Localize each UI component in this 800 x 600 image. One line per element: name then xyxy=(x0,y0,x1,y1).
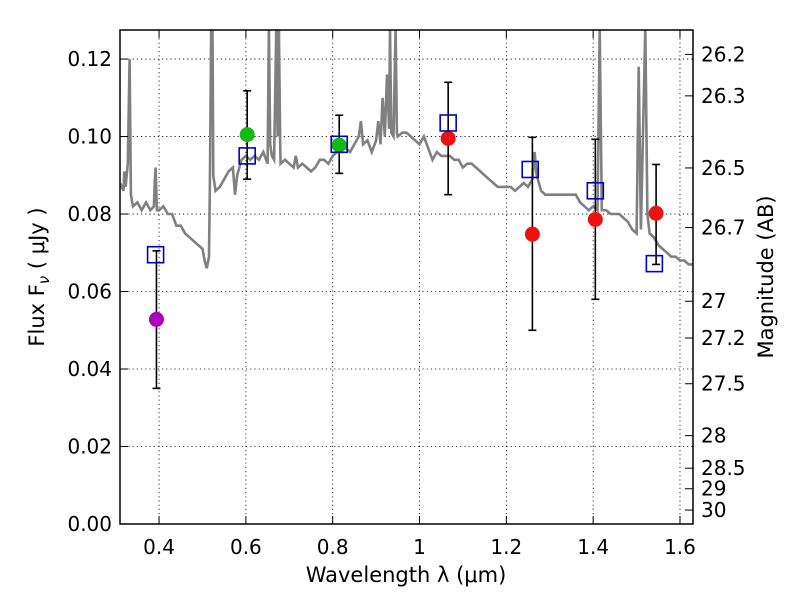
observed-point xyxy=(148,311,164,327)
y2-tick-label: 27.2 xyxy=(701,326,746,350)
y2-tick-label: 28.5 xyxy=(701,456,746,480)
x-tick-label: 1.4 xyxy=(577,535,609,559)
y2-tick-label: 26.5 xyxy=(701,156,746,180)
y2-tick-label: 27 xyxy=(701,289,726,313)
y-tick-label: 0.04 xyxy=(67,357,112,381)
y-axis-label: Flux Fν ( μJy ) xyxy=(25,207,53,346)
x-tick-label: 1 xyxy=(413,535,426,559)
y-tick-label: 0.08 xyxy=(67,202,112,226)
y2-tick-label: 29 xyxy=(701,477,726,501)
x-axis-label: Wavelength λ (μm) xyxy=(306,563,507,587)
x-axis: 0.4 0.6 0.8 1 1.2 1.4 1.6 xyxy=(143,30,696,559)
observed-point xyxy=(239,127,255,143)
model-point xyxy=(439,114,457,132)
y2-tick-label: 26.3 xyxy=(701,84,746,108)
model-point xyxy=(645,254,664,273)
model-points xyxy=(146,114,664,273)
model-point xyxy=(238,147,256,165)
y-axis: 0.00 0.02 0.04 0.06 0.08 0.10 0.12 xyxy=(67,47,128,536)
y2-tick-label: 30 xyxy=(701,498,726,522)
y2-tick-label: 26.2 xyxy=(701,42,746,66)
model-point xyxy=(330,135,349,154)
y-tick-label: 0.02 xyxy=(67,435,112,459)
spectrum-line xyxy=(120,30,693,269)
observed-point xyxy=(648,205,664,221)
observed-point xyxy=(331,137,347,153)
model-point xyxy=(146,245,165,264)
y-tick-label: 0.06 xyxy=(67,280,112,304)
y2-tick-label: 26.7 xyxy=(701,216,746,240)
x-tick-label: 0.6 xyxy=(230,535,262,559)
observed-point xyxy=(440,130,456,146)
x-tick-label: 1.2 xyxy=(490,535,522,559)
y-tick-label: 0.10 xyxy=(67,125,112,149)
y2-tick-label: 28 xyxy=(701,424,726,448)
x-tick-label: 0.8 xyxy=(317,535,349,559)
plot-background xyxy=(120,30,693,524)
y2-tick-label: 27.5 xyxy=(701,372,746,396)
observed-points xyxy=(148,127,664,327)
observed-point xyxy=(587,211,603,227)
model-point xyxy=(586,181,605,200)
y-tick-label: 0.00 xyxy=(67,512,112,536)
y-axis-label-main: Flux F xyxy=(25,284,49,346)
y-axis-label-subscript: ν xyxy=(35,276,53,284)
x-tick-label: 0.4 xyxy=(143,535,175,559)
x-tick-label: 1.6 xyxy=(664,535,696,559)
y-tick-label: 0.12 xyxy=(67,47,112,71)
y-axis-label-unit: ( μJy ) xyxy=(25,207,49,275)
y2-axis-label: Magnitude (AB) xyxy=(754,195,778,358)
observed-point xyxy=(524,226,540,242)
plot-frame xyxy=(119,29,694,525)
model-point xyxy=(521,160,540,179)
